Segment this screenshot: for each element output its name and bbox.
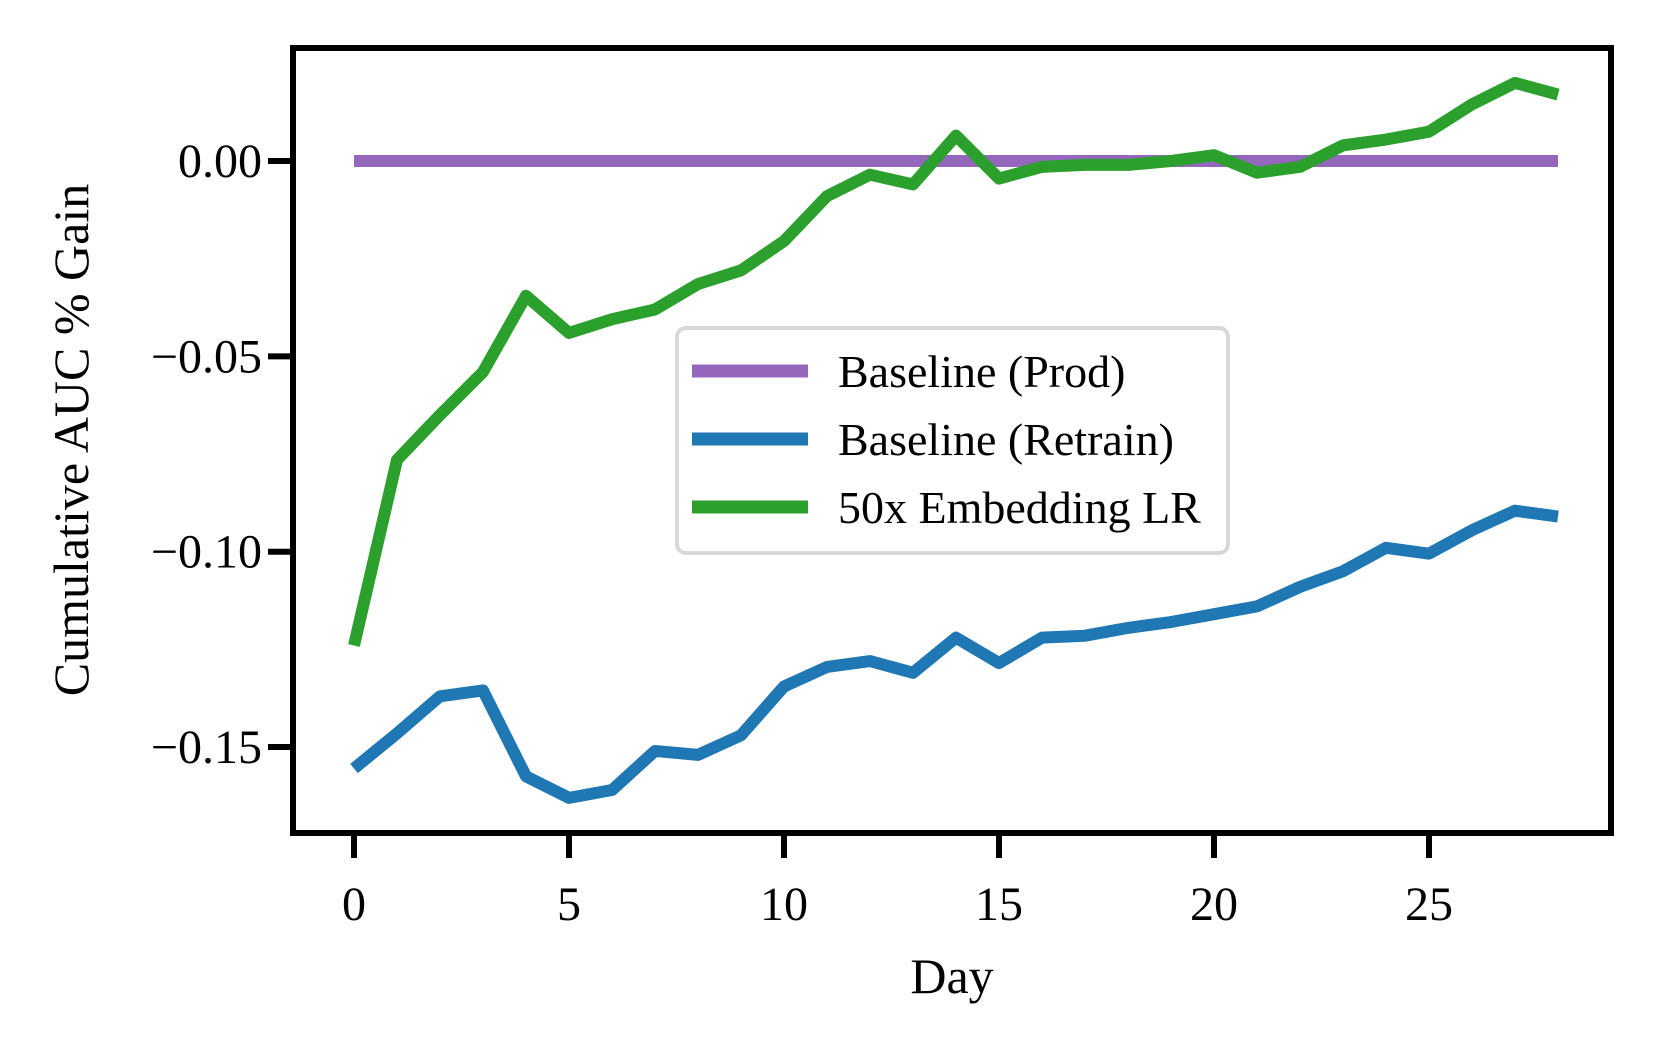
legend-label: Baseline (Retrain)	[838, 414, 1174, 465]
legend-label: Baseline (Prod)	[838, 346, 1125, 397]
series-line-50x-embedding-lr	[348, 76, 1560, 647]
x-tick-label: 15	[975, 878, 1023, 931]
y-axis-label: Cumulative AUC % Gain	[43, 184, 99, 696]
y-tick-label: 0.00	[178, 135, 262, 188]
y-tick-label: −0.05	[151, 330, 262, 383]
plot-frame	[290, 45, 1614, 836]
series-line-baseline-retrain	[350, 504, 1559, 804]
x-tick-label: 5	[557, 878, 581, 931]
y-tick-label: −0.15	[151, 721, 262, 774]
plot-layer: 0 5 10 15 20 25 0.00 −0.05 −0.10 −0.15 Baseline (P…	[151, 45, 1614, 931]
legend-label: 50x Embedding LR	[838, 482, 1201, 533]
legend-box	[675, 326, 1230, 555]
x-tick-label: 10	[760, 878, 808, 931]
x-tick-label: 25	[1405, 878, 1453, 931]
x-tick-label: 0	[342, 878, 366, 931]
x-axis-label: Day	[910, 948, 993, 1004]
x-tick-label: 20	[1190, 878, 1238, 931]
y-tick-label: −0.10	[151, 526, 262, 579]
